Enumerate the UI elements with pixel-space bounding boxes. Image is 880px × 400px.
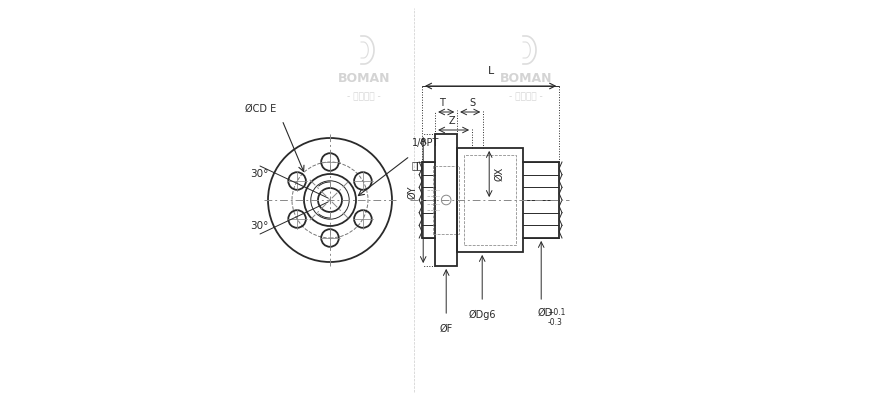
Text: - 勃曼工业 -: - 勃曼工业 - xyxy=(510,92,543,101)
Text: 1/8PT: 1/8PT xyxy=(412,138,439,148)
Bar xyxy=(458,148,524,252)
Text: ØX: ØX xyxy=(494,167,504,181)
Bar xyxy=(465,155,516,245)
Text: 30°: 30° xyxy=(250,169,268,179)
Text: Z: Z xyxy=(449,116,455,126)
Bar xyxy=(433,166,459,234)
Text: ØD: ØD xyxy=(537,308,553,318)
Text: BOMAN: BOMAN xyxy=(338,72,390,85)
Text: BOMAN: BOMAN xyxy=(500,72,553,85)
Text: ØCD E: ØCD E xyxy=(245,104,276,114)
Text: ØDg6: ØDg6 xyxy=(468,310,496,320)
Text: +0.1
-0.3: +0.1 -0.3 xyxy=(547,308,566,327)
Text: ØF: ØF xyxy=(440,324,453,334)
Text: 30°: 30° xyxy=(250,221,268,231)
Bar xyxy=(436,134,458,266)
Text: 油孔: 油孔 xyxy=(412,160,424,170)
Text: S: S xyxy=(469,98,475,108)
Text: T: T xyxy=(439,98,445,108)
Text: - 勃曼工业 -: - 勃曼工业 - xyxy=(347,92,381,101)
Text: ØY: ØY xyxy=(407,185,417,199)
Text: L: L xyxy=(488,66,494,76)
